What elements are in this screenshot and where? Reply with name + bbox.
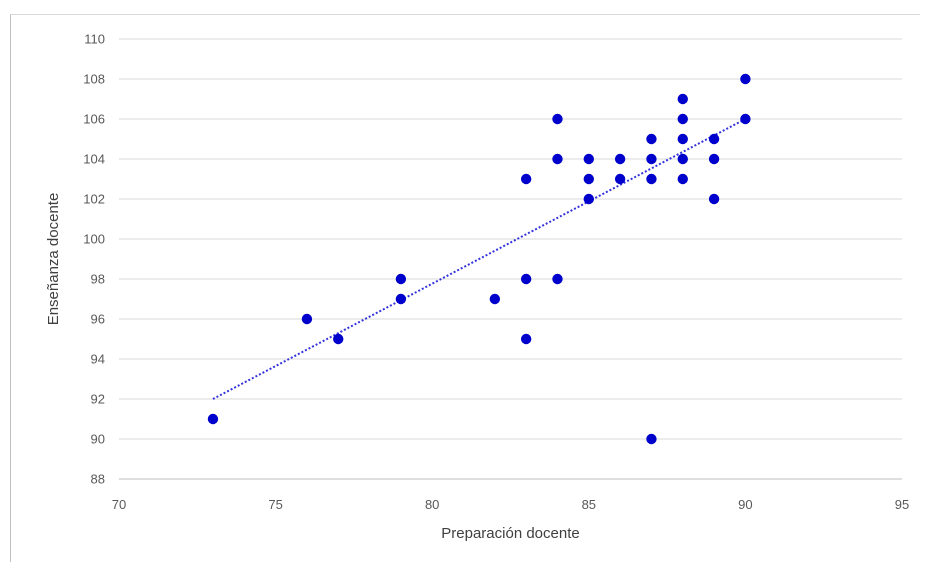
trendline: [212, 118, 746, 400]
data-point: [646, 433, 657, 445]
data-point: [677, 173, 688, 185]
data-point: [677, 133, 688, 145]
data-point: [677, 153, 688, 165]
data-point: [333, 333, 344, 345]
y-axis-title: Enseñanza docente: [45, 193, 62, 326]
y-tick-label: 104: [83, 152, 105, 167]
x-tick-labels: 70 75 80 85 90 95: [112, 497, 909, 512]
data-points: [207, 73, 751, 445]
data-point: [489, 293, 501, 305]
data-point: [207, 413, 219, 425]
chart-frame: [10, 14, 920, 562]
x-tick-label: 70: [112, 497, 126, 512]
y-tick-label: 92: [91, 392, 105, 407]
y-tick-label: 108: [83, 72, 105, 87]
data-point: [552, 153, 563, 165]
y-tick-label: 110: [84, 32, 105, 47]
data-point: [740, 73, 751, 85]
data-point: [614, 153, 626, 165]
data-point: [552, 273, 563, 285]
data-point: [677, 113, 688, 125]
data-point: [583, 193, 594, 205]
data-point: [614, 173, 626, 185]
trendline-group: [212, 118, 746, 400]
data-point: [740, 113, 751, 125]
y-tick-label: 106: [83, 112, 105, 127]
data-point: [646, 133, 657, 145]
y-tick-labels: 88 90 92 94 96 98 100 102 104 106 108 110: [83, 32, 105, 487]
y-tick-label: 96: [91, 312, 105, 327]
x-tick-label: 75: [268, 497, 282, 512]
data-point: [708, 193, 720, 205]
data-point: [583, 153, 594, 165]
data-point: [520, 333, 532, 345]
x-tick-label: 85: [582, 497, 596, 512]
data-point: [301, 313, 313, 325]
x-axis-title: Preparación docente: [441, 525, 579, 542]
y-tick-label: 98: [91, 272, 105, 287]
y-tick-label: 94: [91, 352, 105, 367]
data-point: [395, 293, 407, 305]
y-tick-label: 90: [91, 432, 105, 447]
data-point: [583, 173, 594, 185]
y-tick-label: 102: [83, 192, 105, 207]
data-point: [552, 113, 563, 125]
y-tick-label: 100: [83, 232, 105, 247]
data-point: [646, 153, 657, 165]
data-point: [708, 153, 720, 165]
x-tick-label: 95: [895, 497, 909, 512]
data-point: [520, 273, 532, 285]
data-point: [708, 133, 720, 145]
x-tick-label: 90: [738, 497, 752, 512]
data-point: [520, 173, 532, 185]
data-point: [646, 173, 657, 185]
data-point: [677, 93, 688, 105]
gridlines: [119, 38, 902, 480]
x-tick-label: 80: [425, 497, 439, 512]
y-tick-label: 88: [91, 472, 105, 487]
data-point: [395, 273, 407, 285]
